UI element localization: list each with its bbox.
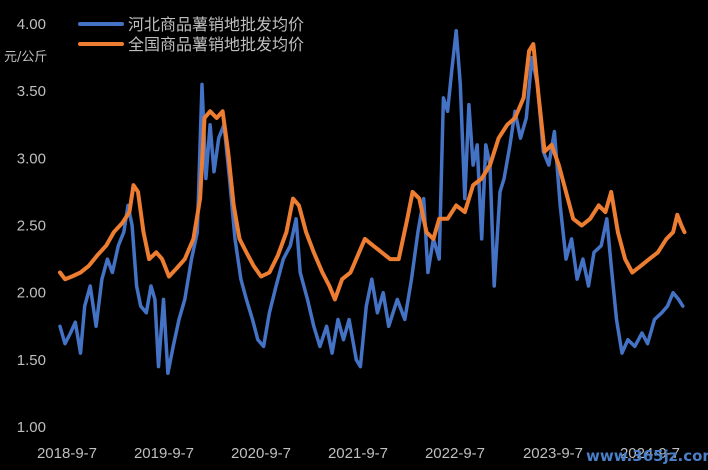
x-axis: 2018-9-7 2019-9-7 2020-9-7 2021-9-7 2022-9-7… <box>37 445 680 462</box>
y-tick-label: 2.00 <box>17 285 46 302</box>
y-tick-label: 3.00 <box>17 150 46 167</box>
legend-label: 河北商品薯销地批发均价 <box>128 15 304 34</box>
y-tick-label: 1.50 <box>17 352 46 369</box>
y-tick-label: 4.00 <box>17 16 46 33</box>
x-tick-label: 2022-9-7 <box>425 445 485 462</box>
y-tick-label: 1.00 <box>17 419 46 436</box>
x-tick-label: 2023-9-7 <box>523 445 583 462</box>
y-axis: 1.00 1.50 2.00 2.50 3.00 3.50 4.00 <box>17 16 46 436</box>
legend-label: 全国商品薯销地批发均价 <box>128 35 304 54</box>
y-tick-label: 2.50 <box>17 218 46 235</box>
x-tick-label: 2021-9-7 <box>328 445 388 462</box>
x-tick-label: 2019-9-7 <box>134 445 194 462</box>
y-axis-unit-label: 元/公斤 <box>4 50 47 65</box>
series-group <box>58 28 687 376</box>
series-line-national <box>58 42 687 302</box>
series-line-hebei <box>58 28 685 376</box>
x-tick-label: 2018-9-7 <box>37 445 97 462</box>
x-tick-label: 2020-9-7 <box>231 445 291 462</box>
x-tick-label: 2024-9-7 <box>620 445 680 462</box>
y-tick-label: 3.50 <box>17 83 46 100</box>
watermark-text: www.365jz.com <box>586 447 708 465</box>
